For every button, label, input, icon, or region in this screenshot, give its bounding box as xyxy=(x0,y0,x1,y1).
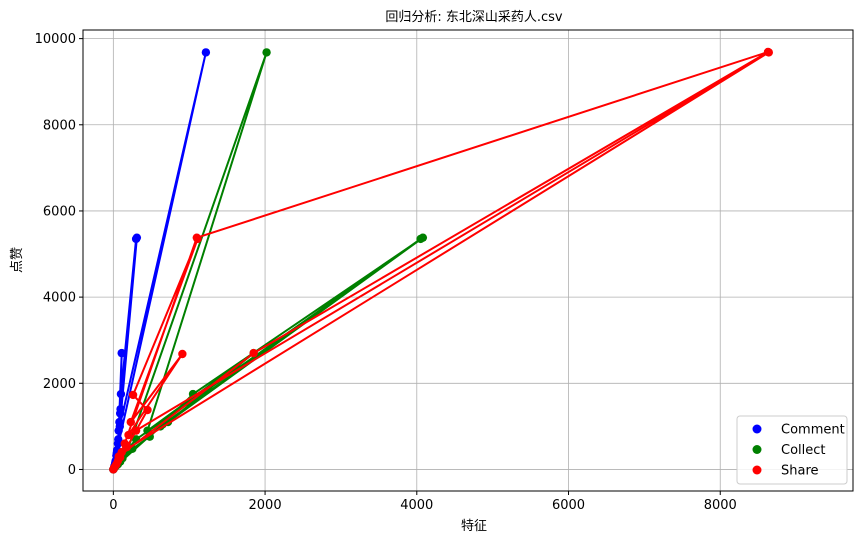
data-point xyxy=(416,234,425,244)
x-tick-label: 0 xyxy=(109,498,117,513)
x-tick-label: 4000 xyxy=(400,498,433,513)
legend-marker xyxy=(752,465,762,475)
series-share xyxy=(109,47,773,474)
series-layer xyxy=(109,47,773,474)
legend-label: Comment xyxy=(781,423,845,438)
data-point xyxy=(249,348,258,358)
x-tick-label: 8000 xyxy=(704,498,737,513)
y-axis-title: 点赞 xyxy=(10,247,25,273)
series-line xyxy=(112,51,770,471)
legend: Comment Collect Share xyxy=(736,415,848,485)
data-point xyxy=(143,405,152,415)
y-tick-label: 0 xyxy=(68,463,76,478)
data-point xyxy=(124,430,133,440)
data-point xyxy=(126,417,135,427)
x-tick-label: 2000 xyxy=(249,498,282,513)
data-point xyxy=(120,439,129,448)
chart-title: 回归分析: 东北深山采药人.csv xyxy=(385,10,563,25)
legend-box xyxy=(736,415,848,485)
legend-marker xyxy=(752,445,762,454)
data-point xyxy=(262,48,271,57)
data-point xyxy=(131,426,141,435)
data-point xyxy=(109,463,119,472)
y-tick-label: 2000 xyxy=(43,377,76,392)
x-tick-label: 6000 xyxy=(552,498,585,513)
y-tick-label: 4000 xyxy=(43,291,76,306)
data-point xyxy=(116,404,125,414)
data-point xyxy=(132,233,142,242)
axis-ticks: 0 2000 4000 6000 8000 0 2000 4000 6000 8000 10000 xyxy=(35,32,737,513)
legend-label: Share xyxy=(781,464,819,479)
data-point xyxy=(192,233,201,242)
data-point xyxy=(178,349,187,359)
legend-label: Collect xyxy=(781,443,826,458)
data-point xyxy=(117,348,126,358)
data-point xyxy=(114,435,123,444)
series-comment xyxy=(109,48,211,474)
data-point xyxy=(201,48,211,57)
data-point xyxy=(114,452,123,461)
y-tick-label: 10000 xyxy=(35,32,76,47)
data-point xyxy=(763,47,773,57)
plot-area-frame xyxy=(82,29,854,492)
data-point xyxy=(115,422,124,431)
series-line xyxy=(112,51,207,470)
y-tick-label: 8000 xyxy=(43,118,76,133)
data-point xyxy=(128,390,138,400)
legend-marker xyxy=(752,424,762,434)
y-tick-label: 6000 xyxy=(43,204,76,219)
x-axis-title: 特征 xyxy=(461,519,487,534)
data-point xyxy=(116,389,126,399)
